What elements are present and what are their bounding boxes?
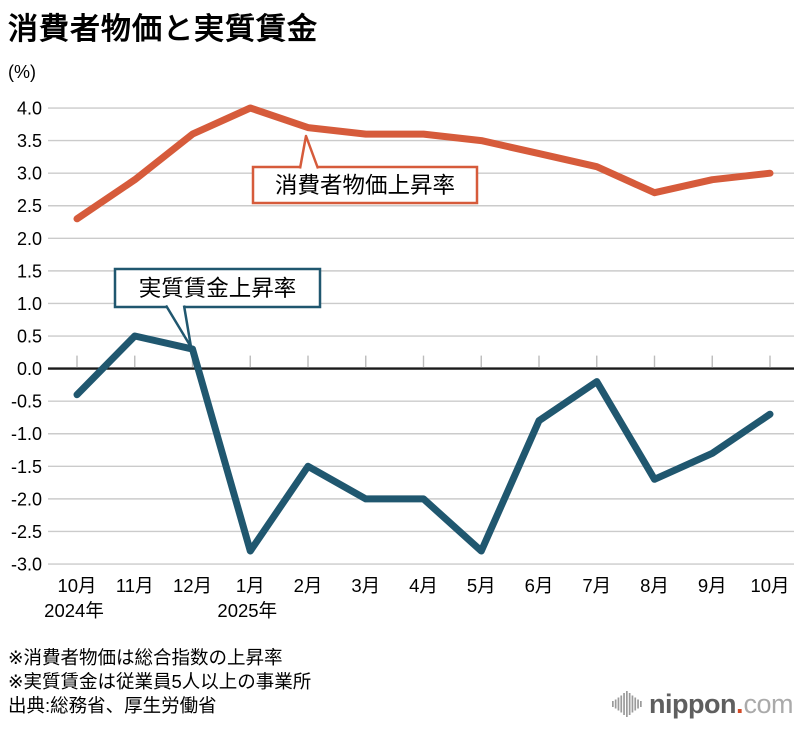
y-axis-label: 2.5 [17, 196, 42, 216]
x-axis-label: 12月 [173, 575, 212, 596]
x-axis-label: 10月 [57, 575, 96, 596]
page-title: 消費者物価と実質賃金 [8, 13, 318, 46]
x-axis-label: 10月 [750, 575, 789, 596]
y-axis-label: -1.5 [11, 457, 42, 477]
y-axis-label: -2.0 [11, 489, 42, 509]
logo-dot: . [735, 688, 744, 719]
callout-box [113, 267, 322, 309]
y-axis-label: -1.0 [11, 424, 42, 444]
y-axis-label: 2.0 [17, 229, 42, 249]
footnote-line: ※消費者物価は総合指数の上昇率 [8, 647, 283, 668]
nippon-logo: nippon. com [612, 687, 793, 721]
x-axis-label: 9月 [698, 575, 727, 596]
footnotes: ※消費者物価は総合指数の上昇率 ※実質賃金は従業員5人以上の事業所 出典:総務省… [8, 646, 311, 718]
y-axis-unit-label: (%) [8, 62, 36, 82]
soundwave-icon [612, 691, 642, 717]
logo-tld-text: com [743, 688, 793, 719]
logo-brand-text: nippon [649, 688, 736, 719]
callout-label: 実質賃金上昇率 [139, 276, 297, 301]
series-line-1 [73, 332, 774, 555]
x-axis-label: 3月 [351, 575, 380, 596]
y-axis-label: 4.0 [17, 99, 42, 119]
series-line-0 [73, 104, 774, 223]
footnote-line: ※実質賃金は従業員5人以上の事業所 [8, 671, 312, 692]
y-axis-label: -2.5 [11, 522, 42, 542]
y-axis-label: -0.5 [11, 392, 42, 412]
y-axis-label: 1.0 [17, 294, 42, 314]
y-axis-label: 1.5 [17, 261, 42, 281]
x-axis-label: 2月 [294, 575, 323, 596]
x-axis-label: 7月 [582, 575, 611, 596]
x-axis-year-label: 2024年 [44, 600, 104, 621]
line-chart: 4.0 3.5 3.0 2.5 2.0 1.5 1.0 0.5 0.0 -0.5 -1.0 -1.5 -… [11, 99, 794, 621]
y-axis-label: -3.0 [11, 555, 42, 575]
x-axis-label: 11月 [116, 575, 154, 596]
y-axis-label: 0.5 [17, 327, 42, 347]
x-axis-label: 6月 [525, 575, 554, 596]
x-axis-label: 1月 [236, 575, 265, 596]
callout-pointer [298, 134, 320, 169]
x-axis-label: 8月 [640, 575, 669, 596]
callout-pointer [164, 304, 193, 349]
y-axis-label: 3.5 [17, 131, 42, 151]
y-axis-label: 3.0 [17, 164, 42, 184]
callout-label: 消費者物価上昇率 [275, 173, 455, 198]
x-axis-year-label: 2025年 [217, 600, 277, 621]
callout-box [251, 165, 479, 205]
x-axis-label: 4月 [409, 575, 438, 596]
footnote-line: 出典:総務省、厚生労働省 [8, 695, 217, 716]
x-axis-label: 5月 [467, 575, 496, 596]
y-axis-label: 0.0 [17, 359, 42, 379]
